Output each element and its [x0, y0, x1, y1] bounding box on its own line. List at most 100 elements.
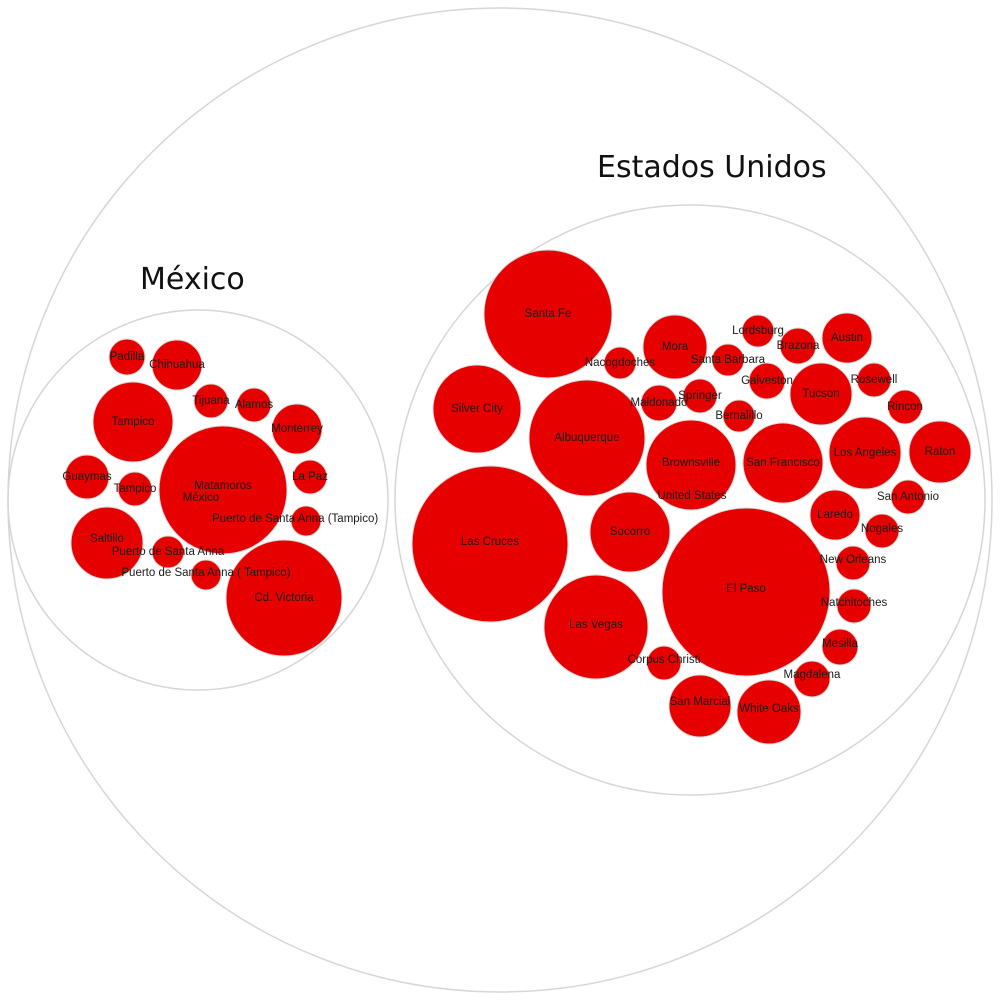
bubble-label-puerto-de-santa-anna: Puerto de Santa Anna: [112, 546, 225, 558]
bubble-puerto-de-santa-anna: [151, 535, 185, 569]
bubble-padilla: [108, 338, 146, 376]
bubble-tijuana: [193, 383, 229, 419]
bubble-alamos: [236, 387, 272, 423]
bubble-springer: [682, 378, 718, 414]
bubble-label-tampico: Tampico: [114, 483, 157, 495]
bubble-label-nacogdoches: Nacogdoches: [585, 357, 656, 369]
bubble-label-mesilla: Mesilla: [822, 638, 858, 650]
bubble-label-maldonado: Maldonado: [631, 397, 688, 409]
bubble-galveston: [748, 362, 786, 400]
bubble-lordsburg: [741, 314, 775, 348]
bubble-el-paso: [661, 507, 831, 677]
bubble-label-santa-fe: Santa Fe: [525, 308, 572, 320]
bubble-label-tucson: Tucson: [802, 388, 839, 400]
bubble-label-alamos: Alamos: [235, 399, 274, 411]
bubble-label-magdalena: Magdalena: [784, 669, 842, 681]
bubble-cd-victoria: [225, 539, 343, 657]
bubble-albuquerque: [528, 379, 646, 497]
bubble-natchitoches: [836, 588, 872, 624]
bubble-magdalena: [793, 660, 831, 698]
bubble-label-nogales: Nogales: [861, 523, 903, 535]
bubble-mora: [642, 314, 708, 380]
bubble-label-guaymas: Guaymas: [62, 471, 111, 483]
bubble-label-new-orleans: New Orleans: [820, 554, 887, 566]
bubble-label-las-vegas: Las Vegas: [569, 619, 623, 631]
bubble-tucson: [789, 362, 853, 426]
bubble-label-rincon: Rincon: [887, 401, 923, 413]
bubble-label-santa-barbara: Santa Barbara: [691, 354, 766, 366]
bubble-nogales: [864, 513, 900, 549]
bubble-las-vegas: [543, 574, 649, 680]
bubble-puerto-de-santa-anna-tampico: [190, 559, 222, 591]
bubble-label-brownsville: Brownsville: [662, 457, 720, 469]
bubble-label-matamoros: Matamoros: [194, 480, 252, 492]
bubble-label-mora: Mora: [662, 341, 689, 353]
bubble-label-tampico: Tampico: [112, 416, 155, 428]
bubble-santa-fe: [483, 249, 613, 379]
bubble-label-monterrey: Monterrey: [271, 423, 323, 435]
bubble-laredo: [809, 489, 861, 541]
bubble-brownsville: [645, 419, 737, 511]
bubble-san-marcial: [668, 674, 732, 738]
bubble-puerto-de-santa-anna-tampico: [290, 505, 322, 537]
bubble-tampico: [92, 381, 174, 463]
bubble-saltillo: [70, 506, 144, 580]
bubble-label-las-cruces: Las Cruces: [461, 536, 519, 548]
bubble-guaymas: [64, 454, 110, 500]
bubble-label-natchitoches: Natchitoches: [821, 597, 888, 609]
bubble-chihuahua: [151, 339, 203, 391]
bubble-new-orleans: [835, 545, 871, 581]
bubble-mesilla: [821, 628, 859, 666]
bubble-label-saltillo: Saltillo: [90, 533, 124, 545]
bubble-corpus-christi: [646, 645, 682, 681]
bubble-label-socorro: Socorro: [610, 526, 650, 538]
usa-bubbles: Santa Fe Silver City Las Cruces Albuquerque…: [411, 249, 972, 745]
bubble-label-cd-victoria: Cd. Victoria: [254, 592, 314, 604]
bubble-austin: [821, 312, 873, 364]
bubble-socorro: [589, 491, 671, 573]
bubble-label-albuquerque: Albuquerque: [554, 432, 619, 444]
bubble-label-rosewell: Rosewell: [851, 374, 898, 386]
bubble-label-silver-city: Silver City: [451, 403, 503, 415]
bubble-rosewell: [856, 362, 892, 398]
bubble-white-oaks: [736, 679, 802, 745]
bubble-monterrey: [271, 403, 323, 455]
bubble-label-laredo: Laredo: [817, 509, 853, 521]
bubble-label-white-oaks: White Oaks: [739, 703, 799, 715]
bubble-label-brazona: Brazona: [777, 340, 820, 352]
bubble-label-la-paz: La Paz: [292, 471, 328, 483]
bubble-bernalillo: [722, 399, 756, 433]
bubble-label-lordsburg: Lordsburg: [732, 325, 784, 337]
bubble-label-united-states: United States: [657, 490, 726, 502]
bubble-label-raton: Raton: [925, 446, 956, 458]
mexico-group-title: México: [140, 262, 245, 297]
bubble-label-puerto-de-santa-anna-tampico: Puerto de Santa Anna (Tampico): [212, 513, 378, 525]
bubble-label-springer: Springer: [678, 390, 722, 402]
bubble-label-austin: Austin: [831, 332, 863, 344]
bubble-brazona: [779, 327, 817, 365]
bubble-matamoros: [158, 425, 288, 555]
bubble-maldonado: [640, 384, 678, 422]
bubble-label-bernalillo: Bernalillo: [715, 410, 762, 422]
bubble-label-san-antonio: San Antonio: [877, 491, 939, 503]
bubble-label-san-francisco: San Francisco: [746, 457, 820, 469]
bubble-la-paz: [292, 459, 328, 495]
bubble-label-chihuahua: Chihuahua: [149, 359, 205, 371]
bubble-los-angeles: [828, 416, 902, 490]
bubble-label-corpus-christi: Corpus Christi: [628, 654, 701, 666]
bubble-nacogdoches: [603, 346, 637, 380]
bubble-san-antonio: [890, 479, 926, 515]
bubble-label-el-paso: El Paso: [726, 583, 766, 595]
bubble-san-francisco: [742, 422, 824, 504]
bubble-label-padilla: Padilla: [110, 351, 145, 363]
bubble-raton: [908, 420, 972, 484]
bubble-label-puerto-de-santa-anna-tampico: Puerto de Santa Anna ( Tampico): [121, 567, 290, 579]
mexico-bubbles: Padilla Chihuahua Tampico Tijuana Alamos Mont…: [62, 338, 378, 657]
bubble-label-los-angeles: Los Angeles: [834, 447, 897, 459]
bubble-rincon: [887, 389, 923, 425]
usa-container-circle: [394, 204, 986, 796]
usa-group-title: Estados Unidos: [597, 150, 827, 185]
bubble-santa-barbara: [711, 343, 745, 377]
